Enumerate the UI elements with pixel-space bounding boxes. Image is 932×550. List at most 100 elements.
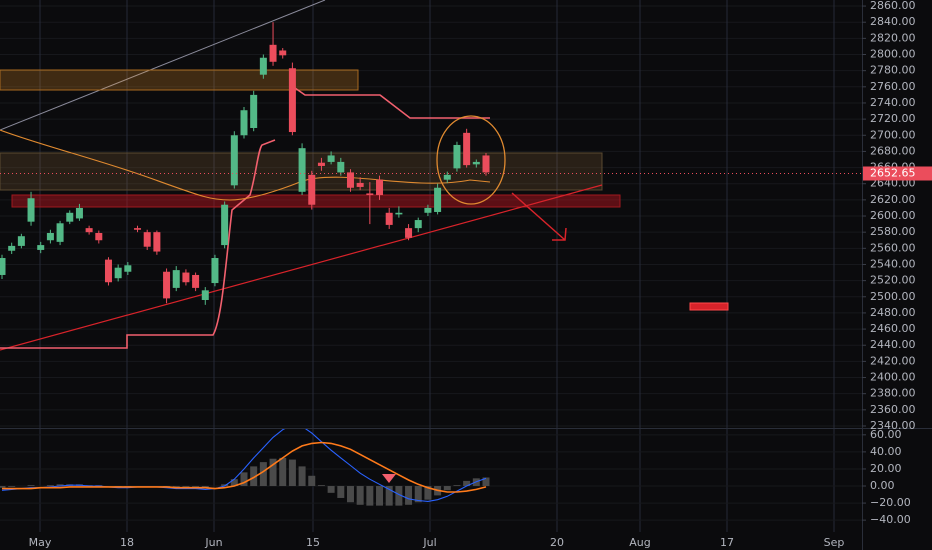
candle-body <box>27 198 35 222</box>
candle-body <box>269 44 277 62</box>
zone <box>0 69 359 91</box>
candle-body <box>85 228 93 233</box>
y-tick-label: 2360.00 <box>870 403 916 416</box>
histogram-bar <box>482 477 490 487</box>
candle-body <box>0 258 6 275</box>
candle-body <box>337 161 345 173</box>
candle-body <box>240 110 248 136</box>
marker <box>689 302 729 311</box>
histogram-bar <box>443 486 451 491</box>
histogram-bar <box>376 486 384 506</box>
histogram-bar <box>395 486 403 506</box>
grid <box>0 0 862 532</box>
y-tick-label: 2420.00 <box>870 354 916 367</box>
histogram-bar <box>385 486 393 506</box>
candle-body <box>201 290 209 301</box>
y-tick-label: 2760.00 <box>870 80 916 93</box>
highlight-ellipse <box>436 115 506 205</box>
candle-body <box>230 135 238 186</box>
x-tick-label: Jun <box>204 536 222 549</box>
histogram-bar <box>8 486 16 487</box>
y-tick-label: 2780.00 <box>870 64 916 77</box>
candle-body <box>95 232 103 241</box>
candle-body <box>317 162 325 166</box>
y-tick-label: 2340.00 <box>870 419 916 432</box>
histogram-bar <box>463 480 471 487</box>
y-tick-label: 2680.00 <box>870 144 916 157</box>
y-tick-label: 40.00 <box>870 445 902 458</box>
candle-body <box>472 161 480 165</box>
histogram-bar <box>250 466 258 487</box>
histogram-bar <box>56 484 64 487</box>
y-tick-label: 2380.00 <box>870 387 916 400</box>
y-tick-label: −20.00 <box>870 496 911 509</box>
y-tick-label: 2400.00 <box>870 371 916 384</box>
histogram-bar <box>279 457 287 487</box>
candle-body <box>211 258 219 284</box>
y-tick-label: 2500.00 <box>870 290 916 303</box>
histogram-bar <box>346 486 354 503</box>
candle-body <box>356 182 364 187</box>
y-tick-label: 2600.00 <box>870 209 916 222</box>
histogram-bar <box>405 486 413 505</box>
candle-body <box>153 232 161 252</box>
candle-body <box>134 228 142 230</box>
candle-body <box>395 212 403 215</box>
candle-body <box>221 204 229 246</box>
histogram-bar <box>0 486 6 488</box>
candle-body <box>37 245 45 250</box>
candle-body <box>482 155 490 173</box>
y-tick-label: 2540.00 <box>870 257 916 270</box>
y-tick-label: 2520.00 <box>870 274 916 287</box>
y-tick-label: 60.00 <box>870 428 902 441</box>
y-tick-label: 2820.00 <box>870 31 916 44</box>
histogram-bar <box>192 486 200 487</box>
histogram-bar <box>269 458 277 487</box>
candle-body <box>75 207 83 219</box>
y-tick-label: 2800.00 <box>870 48 916 61</box>
histogram-bar <box>240 472 248 487</box>
histogram-bar <box>221 484 229 487</box>
candles <box>0 22 862 305</box>
candle-body <box>434 187 442 212</box>
candle-body <box>288 68 296 133</box>
x-tick-label: Sep <box>824 536 845 549</box>
candle-body <box>279 50 287 56</box>
candle-body <box>327 155 335 162</box>
candle-body <box>405 228 413 238</box>
x-tick-label: 18 <box>120 536 134 549</box>
y-tick-label: 2580.00 <box>870 225 916 238</box>
down-arrow <box>382 474 396 483</box>
candle-body <box>385 212 393 225</box>
macd-line <box>1 429 487 502</box>
candle-body <box>453 144 461 169</box>
y-tick-label: 2440.00 <box>870 338 916 351</box>
histogram-bar <box>308 475 316 487</box>
histogram-bar <box>356 486 364 505</box>
candle-body <box>414 220 422 229</box>
y-tick-label: 2860.00 <box>870 0 916 12</box>
histogram-bar <box>172 486 180 487</box>
y-tick-label: 2460.00 <box>870 322 916 335</box>
candle-body <box>443 174 451 180</box>
candle-body <box>143 232 151 247</box>
signal-line <box>2 441 487 493</box>
supertrend-line <box>0 87 490 349</box>
y-tick-label: 2620.00 <box>870 193 916 206</box>
x-tick-label: 15 <box>306 536 320 549</box>
histogram-bar <box>453 485 461 487</box>
trend-line <box>0 0 326 131</box>
candle-body <box>8 245 16 251</box>
candle-body <box>259 57 267 75</box>
y-tick-label: 0.00 <box>870 479 895 492</box>
x-tick-label: May <box>29 536 52 549</box>
candle-body <box>56 223 64 242</box>
histogram-bar <box>259 462 267 487</box>
candle-body <box>114 267 122 279</box>
candle-body <box>298 148 306 192</box>
arrow <box>511 192 567 241</box>
moving-average <box>0 129 491 201</box>
histogram-bar <box>317 485 325 487</box>
candle-body <box>463 132 471 166</box>
